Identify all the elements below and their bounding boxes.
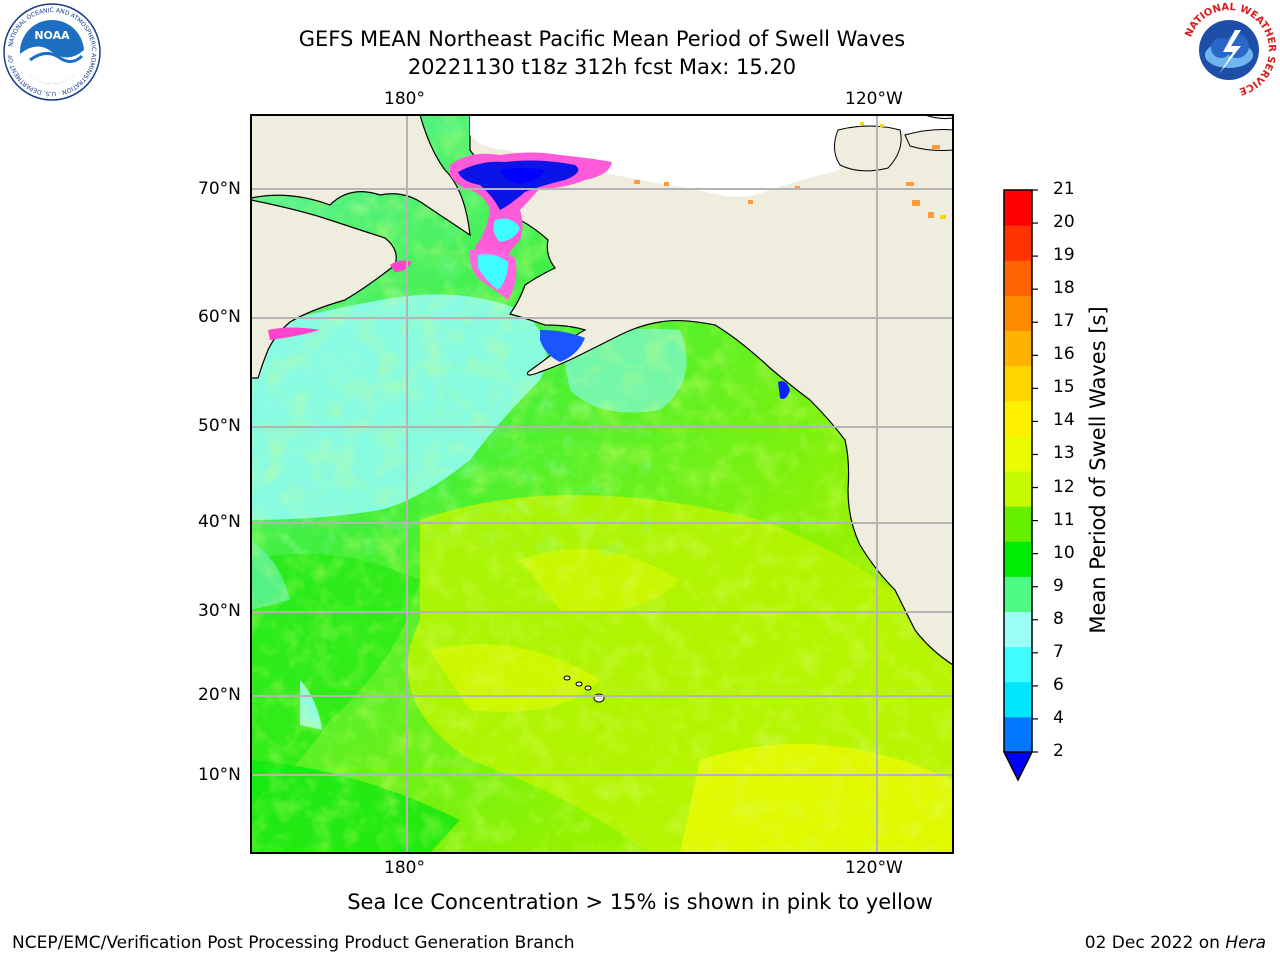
land-north-america — [469, 115, 953, 666]
lat-label-30n: 30°N — [198, 601, 241, 621]
colorbar — [1002, 189, 1038, 782]
footer-credit: NCEP/EMC/Verification Post Processing Pr… — [12, 933, 575, 953]
colorbar-tick-label: 16 — [1053, 344, 1075, 365]
map-frame — [250, 114, 954, 854]
colorbar-tick-label: 15 — [1053, 377, 1075, 398]
colorbar-segment — [1004, 471, 1032, 507]
colorbar-tick-label: 11 — [1053, 509, 1075, 530]
colorbar-segment — [1004, 541, 1032, 577]
nws-logo: NATIONAL WEATHER SERVICE — [1179, 0, 1279, 104]
chart-subtitle: 20221130 t18z 312h fcst Max: 15.20 — [407, 55, 797, 79]
colorbar-tick-label: 18 — [1053, 278, 1075, 299]
colorbar-tick-label: 20 — [1053, 212, 1075, 233]
noaa-logo-text: NOAA — [34, 29, 70, 42]
colorbar-segment — [1004, 646, 1032, 683]
colorbar-tick-label: 4 — [1053, 707, 1064, 728]
colorbar-segment — [1004, 295, 1032, 331]
colorbar-tick-label: 12 — [1053, 476, 1075, 497]
colorbar-tick-label: 7 — [1053, 641, 1064, 662]
colorbar-segment — [1004, 716, 1032, 753]
lon-label-top-180: 180° — [384, 89, 425, 109]
lat-label-10n: 10°N — [198, 765, 241, 785]
colorbar-segment — [1004, 225, 1032, 261]
colorbar-tick-label: 13 — [1053, 443, 1075, 464]
noaa-logo: NATIONAL OCEANIC AND ATMOSPHERIC ADMINIS… — [0, 0, 102, 106]
colorbar-segment — [1004, 681, 1032, 718]
lat-label-50n: 50°N — [198, 416, 241, 436]
sea-ice-caption: Sea Ice Concentration > 15% is shown in … — [347, 890, 933, 914]
colorbar-tick-label: 2 — [1053, 741, 1064, 761]
colorbar-tick-label: 8 — [1053, 608, 1064, 629]
footer-date: 02 Dec 2022 on Hera — [1084, 933, 1266, 953]
colorbar-tick-label: 14 — [1053, 410, 1075, 431]
colorbar-under-arrow — [1002, 751, 1034, 782]
lat-label-20n: 20°N — [198, 685, 241, 705]
colorbar-segment — [1004, 330, 1032, 367]
colorbar-tick-label: 17 — [1053, 311, 1075, 332]
arctic-ocean — [470, 115, 953, 198]
colorbar-segment — [1004, 611, 1032, 648]
chart-title: GEFS MEAN Northeast Pacific Mean Period … — [298, 27, 906, 51]
colorbar-segment — [1004, 506, 1032, 542]
land-arctic-island-1 — [834, 125, 902, 172]
lon-label-bottom-120w: 120°W — [845, 858, 903, 878]
cook-inlet-blue — [540, 330, 585, 362]
map-content — [251, 115, 953, 853]
land-arctic-island-2 — [904, 129, 953, 151]
lat-label-70n: 70°N — [198, 179, 241, 199]
colorbar-segment — [1004, 365, 1032, 402]
colorbar-tick-label: 9 — [1053, 575, 1064, 596]
graticule — [251, 115, 953, 853]
land-siberia — [251, 199, 397, 379]
colorbar-tick-label: 21 — [1053, 179, 1075, 199]
colorbar-segment — [1004, 435, 1032, 472]
colorbar-segment — [1004, 260, 1032, 296]
colorbar-outline — [1003, 189, 1033, 752]
lat-label-60n: 60°N — [198, 307, 241, 327]
colorbar-segment — [1004, 400, 1032, 437]
lon-label-top-120w: 120°W — [845, 89, 903, 109]
colorbar-tick-label: 19 — [1053, 245, 1075, 266]
lat-label-40n: 40°N — [198, 512, 241, 532]
colorbar-tick-label: 6 — [1053, 674, 1064, 695]
land-chukotka — [251, 115, 471, 237]
footer-host: Hera — [1225, 933, 1266, 953]
colorbar-segment — [1004, 576, 1032, 612]
colorbar-tick-label: 10 — [1053, 542, 1075, 563]
lon-label-bottom-180: 180° — [384, 858, 425, 878]
colorbar-segment — [1004, 190, 1032, 226]
